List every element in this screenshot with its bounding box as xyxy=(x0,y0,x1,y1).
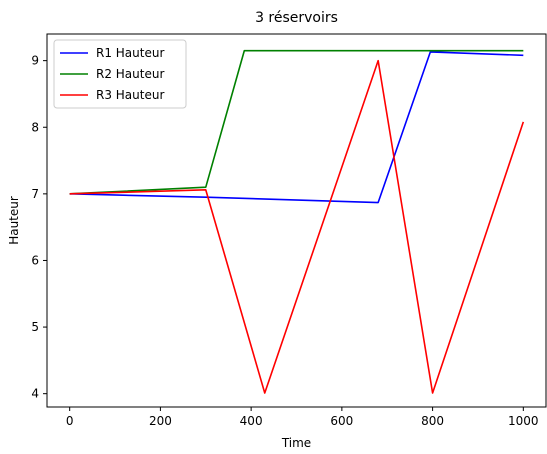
y-tick-label: 7 xyxy=(31,187,39,201)
series-line-r2 xyxy=(69,49,524,195)
legend-label-r3: R3 Hauteur xyxy=(96,88,164,102)
y-axis-label: Hauteur xyxy=(7,196,21,245)
x-tick-label: 600 xyxy=(330,414,353,428)
y-tick-label: 6 xyxy=(31,253,39,267)
series-layer xyxy=(69,49,525,394)
x-tick-label: 1000 xyxy=(508,414,539,428)
y-tick-label: 9 xyxy=(31,54,39,68)
x-tick-label: 0 xyxy=(66,414,74,428)
x-axis-label: Time xyxy=(281,436,311,450)
y-tick-label: 5 xyxy=(31,320,39,334)
x-tick-label: 400 xyxy=(240,414,263,428)
legend-box xyxy=(53,39,187,109)
legend-label-r1: R1 Hauteur xyxy=(96,46,164,60)
series-line-r1 xyxy=(69,51,524,204)
axes-layer: 0 200 400 600 800 1000 4 5 6 7 8 9 xyxy=(31,54,538,428)
chart-title: 3 réservoirs xyxy=(255,10,338,26)
y-tick-label: 8 xyxy=(31,120,39,134)
y-tick-label: 4 xyxy=(31,387,39,401)
legend-label-r2: R2 Hauteur xyxy=(96,67,164,81)
x-tick-label: 200 xyxy=(149,414,172,428)
x-tick-label: 800 xyxy=(421,414,444,428)
series-line-r3 xyxy=(69,59,525,394)
legend: R1 Hauteur R2 Hauteur R3 Hauteur xyxy=(53,39,187,109)
